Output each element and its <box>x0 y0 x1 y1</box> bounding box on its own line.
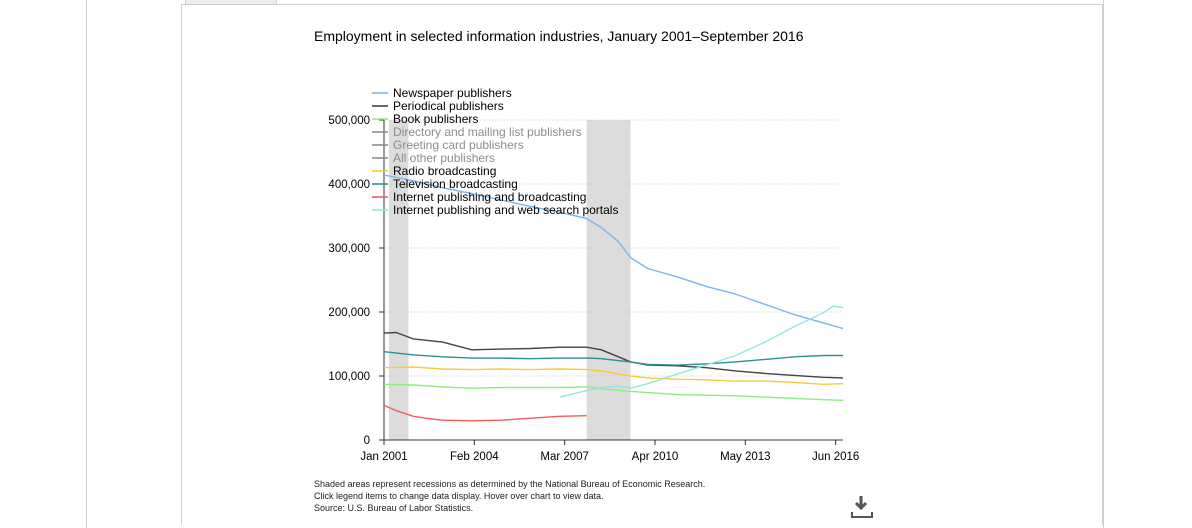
legend-item-3[interactable]: Book publishers <box>372 112 478 126</box>
legend-label[interactable]: Radio broadcasting <box>393 164 496 178</box>
x-tick-label: Jun 2016 <box>812 451 859 463</box>
legend-item-6[interactable]: All other publishers <box>372 151 495 165</box>
chart-title: Employment in selected information indus… <box>314 28 804 44</box>
legend-item-10[interactable]: Internet publishing and web search porta… <box>372 203 618 217</box>
legend-label[interactable]: Directory and mailing list publishers <box>393 125 582 139</box>
legend-label[interactable]: Television broadcasting <box>393 177 518 191</box>
y-tick-label: 400,000 <box>328 179 370 191</box>
legend-item-5[interactable]: Greeting card publishers <box>372 138 524 152</box>
legend-label[interactable]: Greeting card publishers <box>393 138 524 152</box>
legend-item-7[interactable]: Radio broadcasting <box>372 164 496 178</box>
y-tick-label: 200,000 <box>328 307 370 319</box>
chart-panel <box>181 4 1103 525</box>
x-tick-label: Apr 2010 <box>632 451 679 463</box>
x-tick-label: Jan 2001 <box>360 451 407 463</box>
axes: 0 100,000 200,000 300,000 400,000 500,000 Jan … <box>328 115 859 463</box>
legend-label[interactable]: All other publishers <box>393 151 495 165</box>
series-lines[interactable] <box>383 174 844 422</box>
legend-item-1[interactable]: Newspaper publishers <box>372 86 512 100</box>
series-line-8[interactable] <box>383 351 843 366</box>
legend-label[interactable]: Newspaper publishers <box>393 86 512 100</box>
series-line-1[interactable] <box>383 174 844 330</box>
download-icon <box>851 496 873 518</box>
series-line-2[interactable] <box>383 331 844 379</box>
x-tick-label: Feb 2004 <box>450 451 499 463</box>
note-recessions: Shaded areas represent recessions as det… <box>314 479 706 489</box>
y-tick-label: 500,000 <box>328 115 370 127</box>
legend-item-9[interactable]: Internet publishing and broadcasting <box>372 190 586 204</box>
legend-item-8[interactable]: Television broadcasting <box>372 177 518 191</box>
y-tick-label: 0 <box>364 435 370 447</box>
series-line-7[interactable] <box>383 366 844 385</box>
download-button[interactable] <box>849 494 875 520</box>
x-tick-label: May 2013 <box>720 451 771 463</box>
recession-band-2 <box>586 120 631 440</box>
legend-label[interactable]: Book publishers <box>393 112 478 126</box>
series-line-3[interactable] <box>383 383 844 401</box>
page-frame <box>86 0 1104 528</box>
legend-label[interactable]: Periodical publishers <box>393 99 504 113</box>
series-line-10[interactable] <box>559 305 844 398</box>
recession-band-1 <box>388 120 409 440</box>
note-source: Source: U.S. Bureau of Labor Statistics. <box>314 503 474 513</box>
chart-notes: Shaded areas represent recessions as det… <box>314 478 705 514</box>
legend-label[interactable]: Internet publishing and web search porta… <box>393 203 618 217</box>
y-tick-label: 300,000 <box>328 243 370 255</box>
legend-item-4[interactable]: Directory and mailing list publishers <box>372 125 582 139</box>
y-tick-label: 100,000 <box>328 371 370 383</box>
legend-item-2[interactable]: Periodical publishers <box>372 99 504 113</box>
note-instructions: Click legend items to change data displa… <box>314 491 604 501</box>
series-line-9[interactable] <box>383 404 587 422</box>
panel-tab[interactable] <box>185 0 277 5</box>
legend-label[interactable]: Internet publishing and broadcasting <box>393 190 586 204</box>
x-tick-label: Mar 2007 <box>540 451 589 463</box>
